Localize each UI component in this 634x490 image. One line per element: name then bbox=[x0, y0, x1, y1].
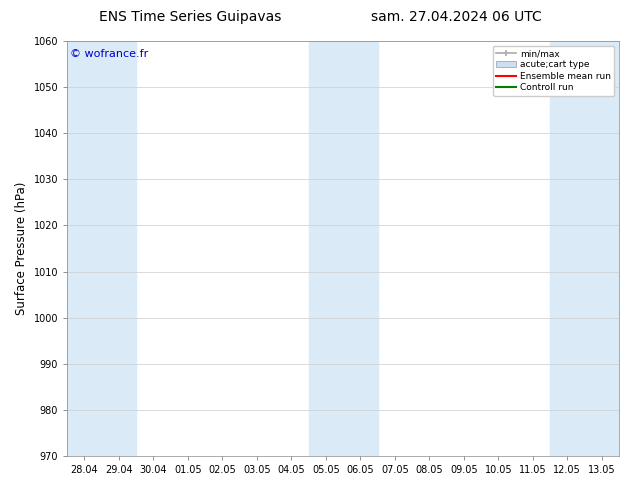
Text: sam. 27.04.2024 06 UTC: sam. 27.04.2024 06 UTC bbox=[371, 10, 542, 24]
Text: © wofrance.fr: © wofrance.fr bbox=[70, 49, 148, 59]
Legend: min/max, acute;cart type, Ensemble mean run, Controll run: min/max, acute;cart type, Ensemble mean … bbox=[493, 46, 614, 96]
Y-axis label: Surface Pressure (hPa): Surface Pressure (hPa) bbox=[15, 182, 28, 315]
Text: ENS Time Series Guipavas: ENS Time Series Guipavas bbox=[99, 10, 281, 24]
Bar bbox=[67, 41, 136, 456]
Bar bbox=[550, 41, 619, 456]
Bar bbox=[309, 41, 378, 456]
